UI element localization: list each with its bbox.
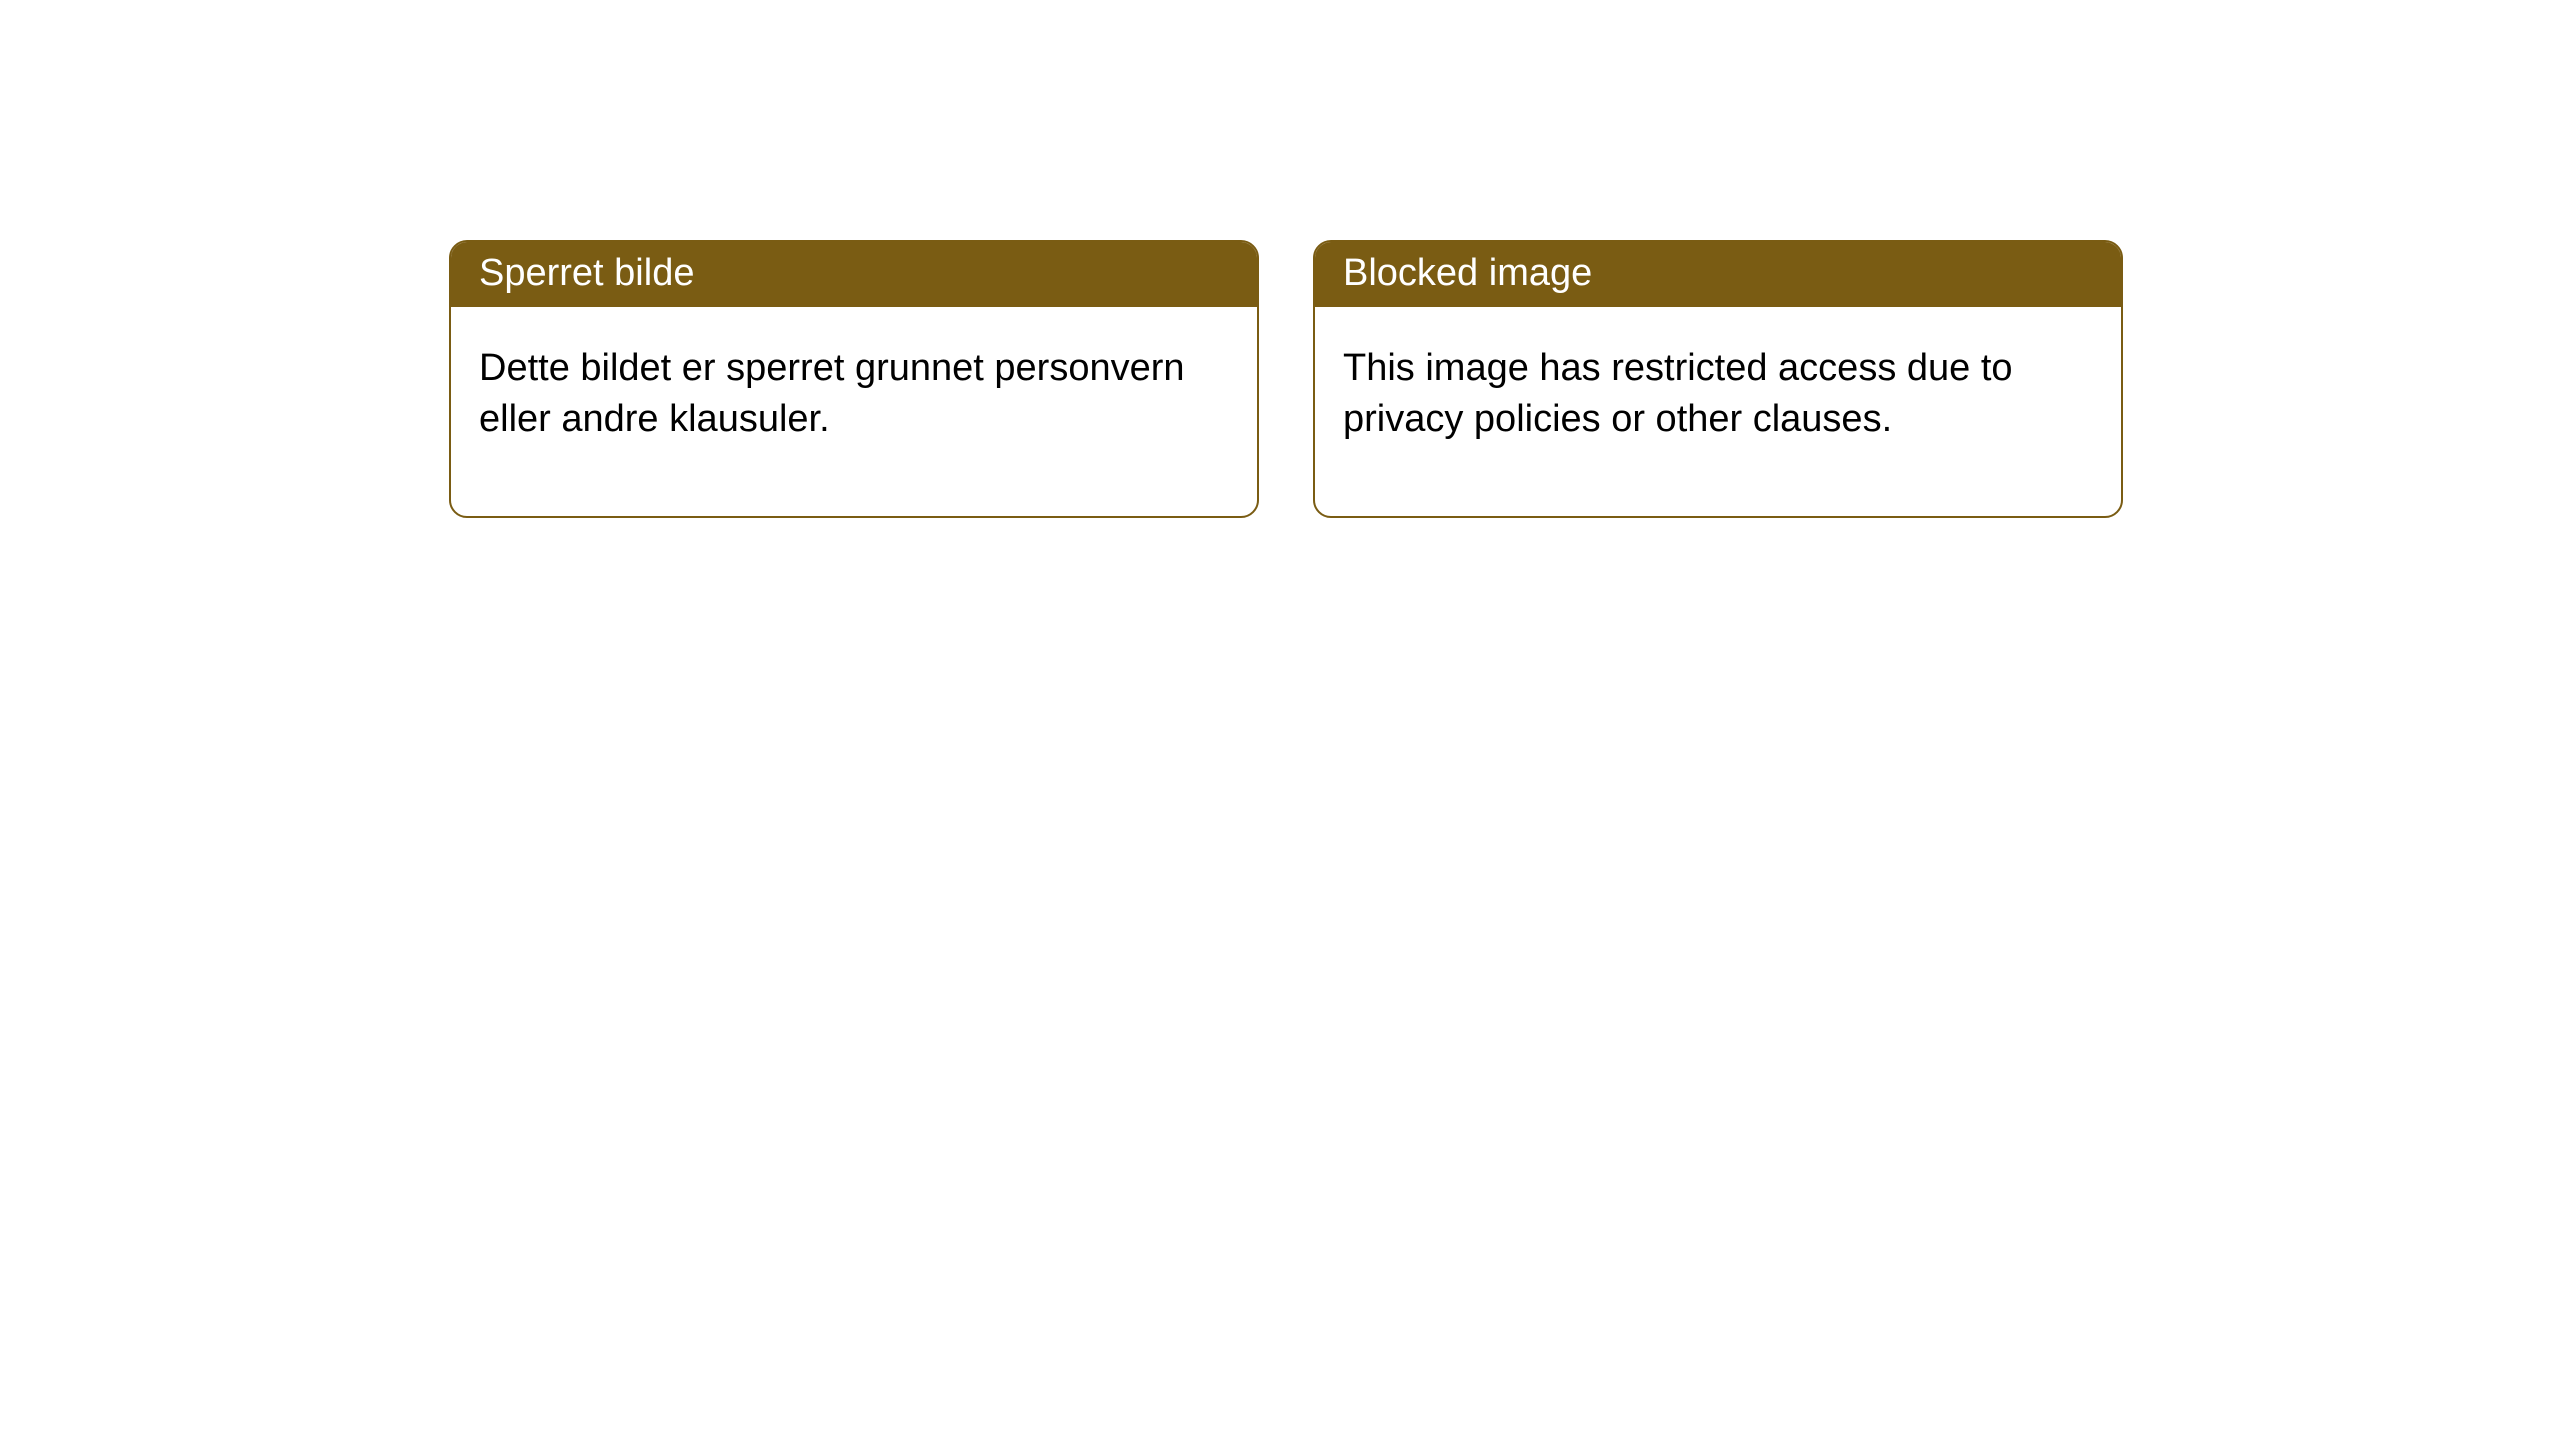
notice-card-body: Dette bildet er sperret grunnet personve… xyxy=(451,307,1257,516)
notice-card-norwegian: Sperret bilde Dette bildet er sperret gr… xyxy=(449,240,1259,518)
notice-card-title: Blocked image xyxy=(1315,242,2121,307)
notice-card-title: Sperret bilde xyxy=(451,242,1257,307)
notice-card-english: Blocked image This image has restricted … xyxy=(1313,240,2123,518)
notice-container: Sperret bilde Dette bildet er sperret gr… xyxy=(0,0,2560,518)
notice-card-body: This image has restricted access due to … xyxy=(1315,307,2121,516)
